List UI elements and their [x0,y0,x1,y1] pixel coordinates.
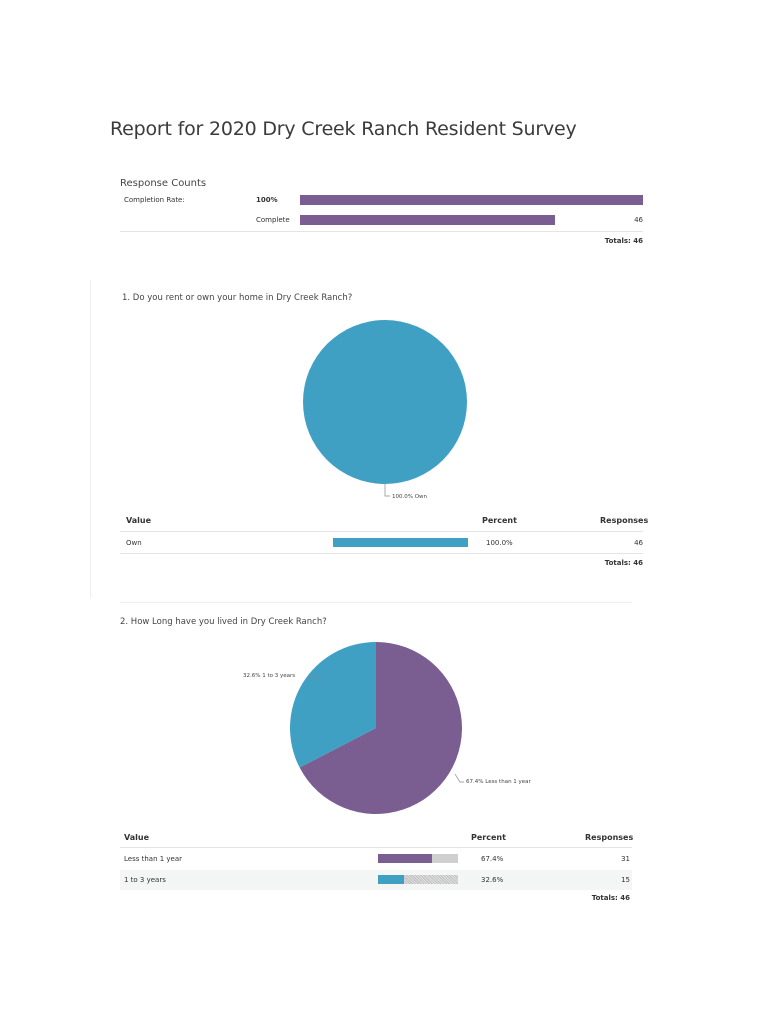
report-title: Report for 2020 Dry Creek Ranch Resident… [110,118,577,140]
q2-pie-label-blue: 32.6% 1 to 3 years [243,673,296,679]
q1-header-percent: Percent [482,516,517,525]
pie-slice-1-to-3-years [290,642,376,768]
response-counts-totals: Totals: 46 [604,237,643,245]
q2-row1-responses: 31 [621,855,630,863]
q2-header-value: Value [124,833,150,842]
q1-title: 1. Do you rent or own your home in Dry C… [122,293,353,303]
pie-leader-line-blue [309,675,323,679]
pie-slice-less-than-1-year [299,642,462,814]
q2-row2-bar [378,875,404,884]
complete-label: Complete [256,216,290,224]
complete-value: 46 [634,216,643,224]
completion-rate-bar [300,195,643,205]
q1-header-value: Value [126,516,152,525]
q2-row2-value: 1 to 3 years [124,876,166,884]
section-border [90,280,91,598]
q1-header-responses: Responses [600,516,649,525]
response-counts-heading: Response Counts [120,178,207,189]
q2-row1-percent: 67.4% [481,855,504,863]
q2-totals: Totals: 46 [591,894,630,902]
q1-pie-chart [303,320,467,497]
q1-row-percent: 100.0% [486,539,513,547]
completion-rate-label: Completion Rate: [124,196,185,204]
q2-row2-percent: 32.6% [481,876,504,884]
q2-header-percent: Percent [471,833,506,842]
q2-pie-chart [290,642,464,814]
q2-pie-label-purple: 67.4% Less than 1 year [466,779,531,785]
q2-header-responses: Responses [585,833,634,842]
q1-totals: Totals: 46 [604,559,643,567]
complete-bar [300,215,555,225]
section-divider [120,602,632,603]
q2-row2-responses: 15 [621,876,630,884]
q2-header-divider [120,847,632,848]
q1-pie-label: 100.0% Own [392,494,428,500]
q1-row-divider [120,553,643,554]
q1-row-value: Own [126,539,142,547]
pie-leader-line-purple [454,773,464,783]
q2-title: 2. How Long have you lived in Dry Creek … [120,617,327,627]
completion-rate-value: 100% [256,196,278,204]
q2-row1-bar [378,854,432,863]
pie-slice-own [303,320,467,484]
q1-row-responses: 46 [634,539,643,547]
divider [120,231,643,232]
q2-row2-bar-track [378,875,458,884]
q1-header-divider [120,531,643,532]
pie-leader-line [384,484,390,497]
q2-row2-shade [120,870,632,890]
q1-row-bar [333,538,468,547]
q2-row1-value: Less than 1 year [124,855,183,863]
